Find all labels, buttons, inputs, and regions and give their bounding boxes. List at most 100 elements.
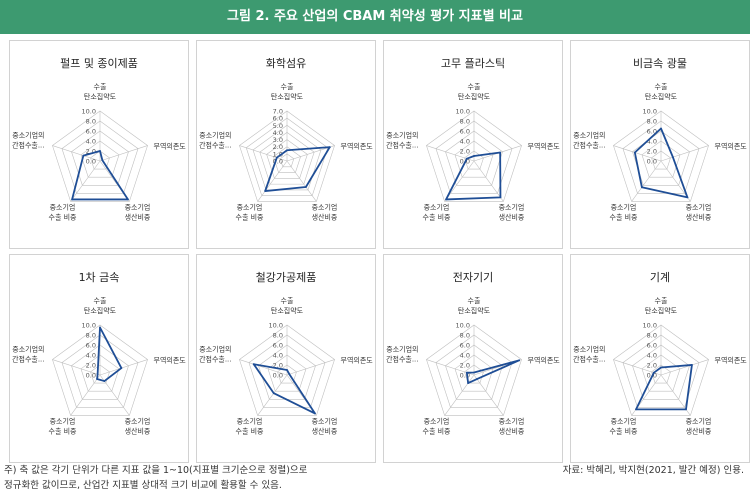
radar-axis-label: 생산비중 xyxy=(312,213,338,222)
radar-axis-label: 탄소집약도 xyxy=(271,306,304,315)
radar-axis-label: 중소기업 xyxy=(237,203,263,212)
radar-axis-label: 수출 비중 xyxy=(49,213,78,222)
radar-gridline xyxy=(632,130,690,186)
radar-data-point xyxy=(635,408,637,411)
radar-spoke xyxy=(99,359,148,376)
radar-axis-label: 간접수출... xyxy=(12,355,44,364)
radar-data-point xyxy=(465,157,468,160)
radar-axis-label: 중소기업의 xyxy=(386,131,418,140)
radar-chart: 10.08.06.04.02.00.0수출탄소집약도무역의존도중소기업생산비중중… xyxy=(199,296,374,436)
radar-gridline xyxy=(426,110,522,202)
radar-data-point xyxy=(465,371,468,374)
radar-data-point xyxy=(660,366,662,369)
radar-series-line xyxy=(635,364,693,411)
radar-spoke xyxy=(99,145,148,162)
radar-axis-label: 중소기업 xyxy=(125,203,151,212)
radar-tick-label: 0.0 xyxy=(273,372,283,380)
radar-axis-label: 탄소집약도 xyxy=(645,92,678,101)
radar-tick-label: 4.0 xyxy=(273,129,283,137)
radar-spoke xyxy=(444,374,475,416)
radar-data-point xyxy=(499,151,502,154)
radar-gridline xyxy=(445,344,503,400)
radar-spoke xyxy=(286,160,317,202)
radar-tick-label: 10.0 xyxy=(643,322,657,330)
radar-series-line xyxy=(264,146,331,192)
radar-data-point xyxy=(314,412,316,415)
radar-tick-label: 2.0 xyxy=(86,148,96,156)
radar-panel: 화학섬유 7.0 6.0 5.0 4.0 3.0 2.0 1.0 0.0 수출 탄소집약도 무역의존도… xyxy=(196,40,376,249)
radar-axis-label: 간접수출... xyxy=(199,141,231,150)
radar-axis-label: 무역의존도 xyxy=(341,356,374,365)
radar-axis-label: 중소기업 xyxy=(611,203,637,212)
radar-axis-label: 수출 비중 xyxy=(610,213,639,222)
radar-chart: 7.06.05.04.03.02.01.00.0수출탄소집약도무역의존도중소기업… xyxy=(199,82,374,222)
radar-tick-label: 2.0 xyxy=(273,362,283,370)
radar-gridline xyxy=(245,117,329,196)
radar-tick-label: 10.0 xyxy=(643,108,657,116)
radar-gridline xyxy=(248,334,326,408)
radar-axis-label: 수출 xyxy=(94,82,107,91)
radar-tick-label: 4.0 xyxy=(86,138,96,146)
radar-panel: 전자기기 10.0 8.0 6.0 4.0 2.0 0.0 수출 탄소집약도 무역의존도 중소기업 생… xyxy=(383,254,563,463)
radar-axis-label: 수출 xyxy=(468,296,481,305)
radar-tick-label: 8.0 xyxy=(86,332,96,340)
radar-spoke xyxy=(52,359,101,376)
radar-axis-label: 중소기업 xyxy=(237,417,263,426)
radar-axis-label: 수출 비중 xyxy=(610,427,639,436)
radar-axis-label: 중소기업 xyxy=(50,417,76,426)
radar-tick-label: 6.0 xyxy=(86,342,96,350)
radar-data-point xyxy=(652,371,655,374)
radar-gridline xyxy=(279,153,295,168)
radar-tick-label: 7.0 xyxy=(273,108,283,116)
radar-axis-label: 생산비중 xyxy=(312,427,338,436)
radar-tick-label: 2.0 xyxy=(273,143,283,151)
radar-tick-label: 8.0 xyxy=(86,118,96,126)
radar-spoke xyxy=(70,160,101,202)
footnote-line-1: 주) 축 값은 각기 단위가 다른 지표 값을 1~10(지표별 크기순으로 정… xyxy=(4,465,308,476)
radar-panel-title: 고무 플라스틱 xyxy=(440,57,506,70)
radar-spoke xyxy=(257,374,288,416)
radar-axis-label: 생산비중 xyxy=(125,427,151,436)
radar-axis-label: 중소기업 xyxy=(686,417,712,426)
radar-gridline xyxy=(90,150,110,170)
radar-gridline xyxy=(435,120,513,194)
radar-tick-label: 4.0 xyxy=(647,138,657,146)
radar-tick-label: 8.0 xyxy=(647,332,657,340)
radar-axis-label: 탄소집약도 xyxy=(84,92,117,101)
radar-spoke xyxy=(239,359,288,376)
radar-tick-label: 6.0 xyxy=(460,128,470,136)
radar-gridline xyxy=(622,334,700,408)
source-note: 자료: 박혜리, 박지현(2021, 발간 예정) 인용. xyxy=(562,465,744,476)
radar-axis-label: 무역의존도 xyxy=(341,142,374,151)
radar-gridline xyxy=(273,146,301,173)
radar-axis-label: 중소기업 xyxy=(312,203,338,212)
radar-series-line xyxy=(633,127,689,199)
radar-tick-label: 2.0 xyxy=(460,148,470,156)
radar-gridline xyxy=(71,344,129,400)
footnote-line-2: 정규화한 값이므로, 산업간 지표별 상대적 크기 비교에 활용할 수 있음. xyxy=(4,480,282,491)
radar-axis-label: 중소기업 xyxy=(686,203,712,212)
radar-gridline xyxy=(454,354,494,392)
radar-gridline xyxy=(651,364,671,384)
radar-tick-label: 0.0 xyxy=(86,158,96,166)
radar-chart: 10.08.06.04.02.00.0수출탄소집약도무역의존도중소기업생산비중중… xyxy=(386,296,560,436)
radar-axis-label: 간접수출... xyxy=(573,355,605,364)
radar-tick-label: 10.0 xyxy=(456,108,470,116)
radar-gridline xyxy=(651,150,671,170)
radar-data-point xyxy=(103,380,106,382)
radar-axis-label: 무역의존도 xyxy=(154,356,187,365)
radar-tick-label: 0.0 xyxy=(647,158,657,166)
radar-data-point xyxy=(288,373,291,376)
radar-tick-label: 2.0 xyxy=(460,362,470,370)
radar-spoke xyxy=(444,160,475,202)
radar-tick-label: 0.0 xyxy=(273,158,283,166)
radar-axis-label: 중소기업 xyxy=(499,203,525,212)
figure-title: 그림 2. 주요 산업의 CBAM 취약성 평가 지표별 비교 xyxy=(0,0,750,34)
radar-data-point xyxy=(275,156,278,159)
radar-axis-label: 중소기업 xyxy=(125,417,151,426)
radar-gridline xyxy=(239,110,335,202)
radar-series-line xyxy=(96,326,123,382)
radar-data-point xyxy=(445,198,447,201)
radar-axis-label: 수출 비중 xyxy=(236,427,265,436)
radar-axis-label: 중소기업의 xyxy=(199,131,231,140)
